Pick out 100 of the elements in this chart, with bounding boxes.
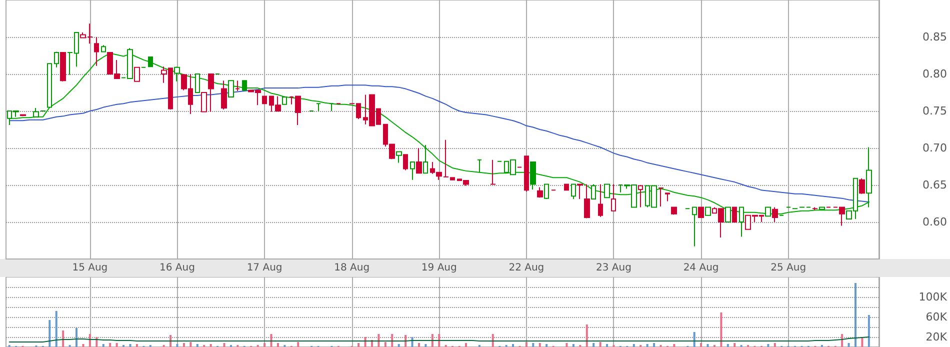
candlestick — [671, 206, 677, 216]
bar — [841, 334, 844, 347]
y-tick-label: 0.80 — [922, 68, 947, 80]
bar — [854, 283, 856, 347]
bar — [190, 342, 192, 347]
bar — [861, 337, 864, 347]
candlestick — [598, 184, 603, 218]
y-tick-label: 60K — [926, 310, 948, 324]
candlestick — [859, 178, 865, 194]
bar — [512, 344, 514, 347]
bar — [566, 343, 568, 347]
bar — [176, 344, 178, 347]
candlestick — [537, 186, 543, 198]
bar — [398, 344, 400, 347]
x-tick-label: 17 Aug — [246, 262, 282, 274]
x-tick-label: 23 Aug — [596, 262, 632, 274]
candlestick — [262, 96, 267, 104]
bar — [210, 344, 212, 347]
bar — [868, 315, 870, 347]
candlestick — [228, 80, 234, 98]
bar — [431, 334, 434, 347]
bar — [76, 328, 78, 347]
bar — [465, 343, 468, 347]
bar — [358, 343, 360, 347]
candlestick — [725, 206, 731, 222]
bar — [492, 334, 494, 347]
candlestick — [658, 187, 664, 207]
bar — [774, 343, 776, 347]
bar — [170, 335, 172, 347]
bar — [592, 343, 595, 347]
bar — [270, 334, 272, 347]
candlestick — [101, 44, 106, 52]
bar — [88, 334, 91, 347]
candlestick — [403, 154, 408, 171]
bar — [55, 311, 58, 347]
bar — [102, 344, 104, 347]
y-tick-label: 0.60 — [922, 216, 947, 228]
bar — [693, 332, 696, 347]
candlestick — [282, 96, 287, 105]
x-tick-label: 16 Aug — [160, 262, 195, 274]
candlestick — [604, 184, 610, 198]
bar — [297, 342, 300, 347]
candlestick — [564, 184, 569, 191]
bar — [599, 342, 602, 347]
bar — [404, 335, 407, 347]
candlestick — [591, 184, 596, 200]
bar — [391, 334, 394, 347]
candlestick — [410, 162, 415, 180]
candlestick — [477, 159, 482, 173]
candlestick — [221, 80, 227, 110]
y-tick-label: 0.70 — [922, 142, 947, 154]
candlestick — [423, 144, 428, 174]
candlestick — [416, 148, 422, 174]
x-tick-label: 15 Aug — [72, 262, 108, 274]
bar — [767, 344, 770, 347]
bar — [646, 344, 648, 347]
bar — [411, 337, 414, 347]
candlestick — [544, 184, 549, 200]
bar — [572, 344, 574, 347]
candlestick — [665, 192, 670, 202]
x-tick-label: 19 Aug — [421, 262, 457, 274]
bar — [48, 320, 51, 347]
candlestick — [812, 206, 818, 211]
candlestick — [584, 184, 590, 219]
bar — [418, 343, 420, 347]
bar — [538, 343, 541, 347]
x-tick-label: 22 Aug — [508, 262, 544, 274]
bar — [525, 342, 528, 347]
candlestick — [148, 56, 153, 68]
bar — [734, 343, 736, 347]
bar — [532, 343, 534, 347]
candlestick — [208, 74, 214, 112]
candlestick — [54, 51, 59, 68]
y-tick-label: 20K — [926, 330, 948, 344]
bar — [438, 334, 440, 347]
bar — [653, 343, 656, 347]
candlestick — [524, 156, 529, 192]
candlestick — [577, 184, 583, 200]
bar — [136, 344, 138, 347]
bar — [223, 343, 226, 347]
bar — [62, 330, 64, 347]
candlestick — [316, 103, 321, 112]
candlestick — [60, 52, 66, 82]
candlestick — [866, 146, 872, 208]
candlestick — [692, 206, 697, 247]
bar — [706, 344, 709, 347]
candlestick — [698, 206, 704, 218]
x-tick-label: 25 Aug — [770, 262, 806, 274]
bar — [116, 343, 118, 347]
bar — [586, 324, 588, 347]
bar — [196, 344, 198, 347]
candlestick — [611, 184, 616, 212]
candlestick — [571, 184, 576, 200]
bar — [673, 344, 676, 347]
candlestick — [242, 80, 247, 91]
bar — [606, 344, 608, 347]
candlestick — [47, 63, 52, 109]
y-tick-label: 0.65 — [922, 178, 947, 192]
candlestick — [732, 206, 737, 222]
bar — [109, 343, 112, 347]
